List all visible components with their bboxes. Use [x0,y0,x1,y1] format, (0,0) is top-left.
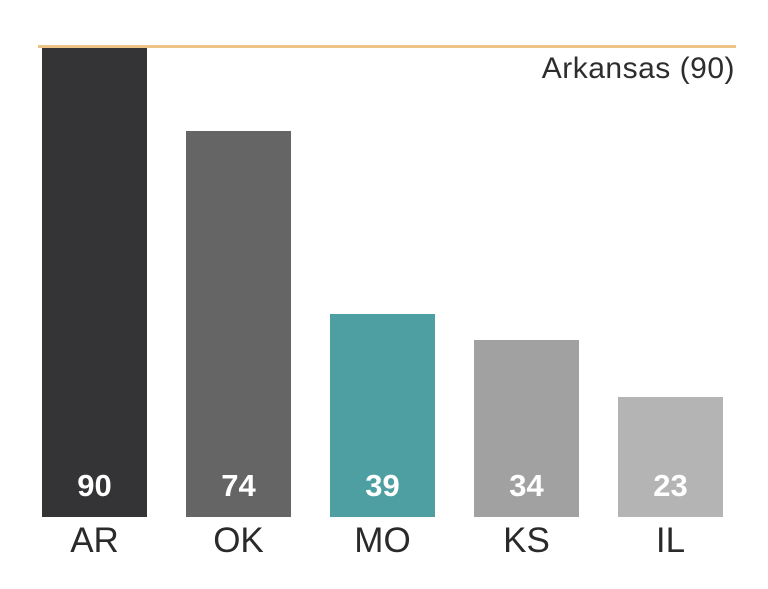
bar-mo: 39 [330,314,435,517]
bar-value-label-mo: 39 [365,468,400,503]
category-label-ar: AR [70,521,119,560]
bar-il: 23 [618,397,723,517]
bar-value-label-il: 23 [653,468,688,503]
bar-value-label-ok: 74 [221,468,256,503]
bar-value-label-ar: 90 [77,468,112,503]
bar-ok: 74 [186,131,291,517]
reference-line-label: Arkansas (90) [541,52,735,85]
category-label-ks: KS [503,521,550,560]
category-labels: AR OK MO KS IL [42,523,723,558]
bar-ks: 34 [474,340,579,517]
bars-container: 90 74 39 34 23 [42,48,723,517]
bar-ar: 90 [42,48,147,517]
category-label-ok: OK [213,521,264,560]
bar-value-label-ks: 34 [509,468,544,503]
reference-line [38,45,736,48]
category-label-il: IL [655,521,686,560]
category-label-mo: MO [354,521,411,560]
